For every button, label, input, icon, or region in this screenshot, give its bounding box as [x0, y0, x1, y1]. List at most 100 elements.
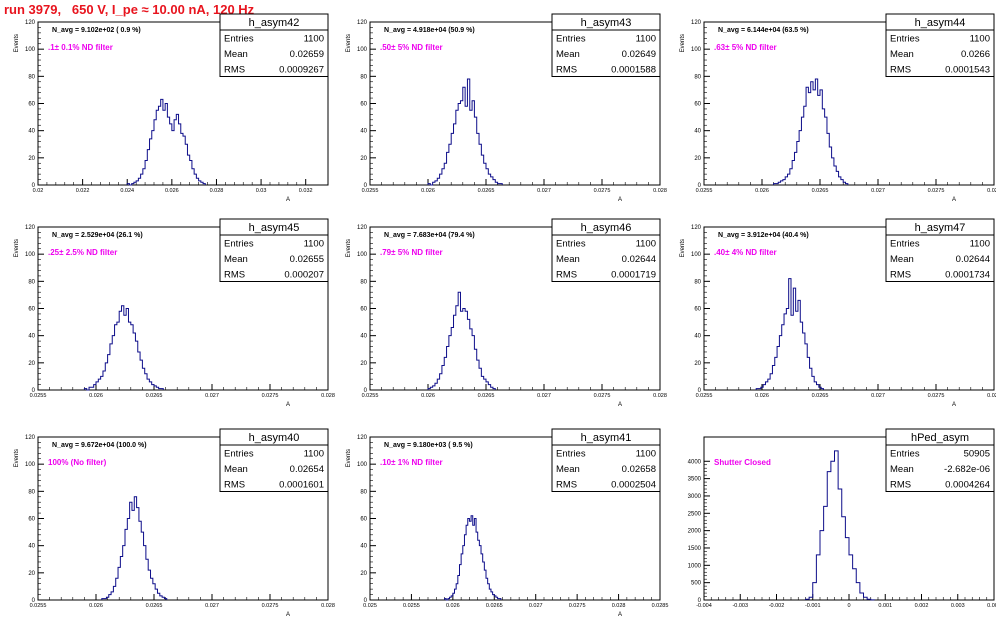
y-tick-label: 80: [28, 74, 35, 80]
y-tick-label: 0: [698, 388, 702, 394]
histogram-bin: [784, 314, 786, 390]
y-tick-label: 100: [25, 252, 36, 258]
histogram-bin: [470, 110, 472, 185]
n-avg-label: N_avg = 9.672e+04 (100.0 %): [52, 442, 147, 449]
stats-key: RMS: [556, 270, 577, 281]
x-tick-label: 0.032: [299, 188, 313, 194]
y-tick-label: 20: [360, 361, 367, 367]
stats-value: 0.02654: [290, 464, 324, 475]
n-avg-label: N_avg = 9.180e+03 ( 9.5 %): [384, 442, 473, 449]
y-tick-label: 120: [357, 20, 368, 26]
panel-hPed_asym: 0 500 1000 1500 2000 2500 3000 3500 4000 -0.004 -0…: [688, 428, 996, 609]
stats-value: 0.0001601: [279, 480, 324, 491]
histogram-bin: [791, 315, 793, 390]
histogram-bin: [849, 555, 853, 600]
stats-body-box: [885, 29, 995, 77]
y-tick-label: 3500: [688, 477, 702, 483]
y-tick-label: 0: [32, 183, 36, 189]
y-tick-label: 40: [360, 544, 367, 550]
x-tick-label: 0.02: [33, 188, 44, 194]
y-tick-label: 100: [25, 47, 36, 53]
stats-body-box: [885, 234, 995, 282]
stats-key: Entries: [556, 239, 586, 250]
histogram-bin: [117, 322, 119, 390]
histogram-bin: [139, 521, 141, 600]
histogram-outline: [773, 78, 849, 185]
histogram-bin: [842, 517, 846, 600]
stats-key: Mean: [224, 254, 248, 265]
filter-annotation: .79± 5% ND filter: [380, 248, 443, 257]
x-tick-label: 0.0275: [569, 603, 586, 609]
histogram-bin: [158, 106, 160, 185]
y-tick-label: 100: [25, 462, 36, 468]
stats-box: h_asym45 Entries 1100 Mean 0.02655 RMS 0.00020…: [219, 218, 329, 282]
n-avg-label: N_avg = 4.918e+04 (50.9 %): [384, 27, 475, 34]
panel-h_asym40: 0 20 40 60 80 100 120 0.0255 0.026 0.0265 0.027 0.0…: [14, 428, 335, 618]
y-tick-label: 20: [28, 156, 35, 162]
stats-key: RMS: [224, 270, 245, 281]
y-tick-label: 40: [28, 129, 35, 135]
histogram-bin: [813, 90, 815, 185]
panel-h_asym42: 0 20 40 60 80 100 120 0.02 0.022 0.024 0.026 0.028 0…: [14, 13, 329, 203]
stats-value: 1100: [970, 34, 990, 45]
histogram-bin: [170, 124, 172, 185]
stats-body-box: [551, 29, 661, 77]
y-tick-label: 80: [360, 489, 367, 495]
y-tick-label: 3000: [688, 494, 702, 500]
stats-key: Entries: [890, 34, 920, 45]
x-axis-title: A: [286, 612, 290, 618]
histogram-bin: [127, 519, 129, 601]
y-tick-label: 60: [28, 307, 35, 313]
y-tick-label: 0: [364, 388, 368, 394]
y-tick-label: 0: [364, 598, 368, 604]
histogram-bin: [856, 583, 860, 600]
y-axis-title: Events: [680, 34, 686, 52]
histogram-bin: [478, 540, 480, 600]
n-avg-label: N_avg = 7.683e+04 (79.4 %): [384, 232, 475, 239]
stats-key: RMS: [890, 270, 911, 281]
histogram-bin: [811, 82, 813, 185]
stats-key: Mean: [556, 49, 580, 60]
histogram-outline: [427, 78, 503, 186]
stats-value: 0.0266: [961, 49, 990, 60]
filter-annotation: .40± 4% ND filter: [714, 248, 777, 257]
y-tick-label: 60: [360, 517, 367, 523]
x-tick-label: 0.028: [987, 393, 996, 399]
x-tick-label: 0.027: [871, 393, 885, 399]
histogram-bin: [451, 328, 453, 390]
stats-key: Mean: [890, 254, 914, 265]
y-tick-label: 100: [691, 47, 702, 53]
histogram-bin: [122, 306, 124, 390]
stats-key: Mean: [224, 464, 248, 475]
y-tick-label: 20: [28, 361, 35, 367]
histogram-bin: [176, 114, 178, 185]
x-tick-label: 0.004: [987, 603, 996, 609]
y-tick-label: 2500: [688, 511, 702, 517]
histogram-bin: [463, 309, 465, 391]
histogram-bin: [470, 329, 472, 390]
y-tick-label: 100: [691, 252, 702, 258]
histogram-name: h_asym46: [581, 222, 632, 234]
x-tick-label: 0.0255: [362, 188, 379, 194]
y-tick-label: 60: [28, 517, 35, 523]
histogram-bin: [172, 131, 174, 185]
histogram-bin: [128, 322, 130, 390]
y-tick-label: 20: [694, 361, 701, 367]
filter-annotation: .1± 0.1% ND filter: [48, 43, 113, 52]
histogram-bin: [476, 532, 478, 600]
stats-key: Entries: [224, 34, 254, 45]
stats-value: 0.0009267: [279, 65, 324, 76]
stats-value: 0.02658: [622, 464, 656, 475]
histogram-name: h_asym42: [249, 17, 300, 29]
panel-h_asym46: 0 20 40 60 80 100 120 0.0255 0.026 0.0265 0.027 0.0…: [346, 218, 667, 408]
histogram-bin: [818, 95, 820, 185]
stats-value: 0.0004264: [945, 480, 990, 491]
stats-body-box: [551, 444, 661, 492]
y-tick-label: 2000: [688, 529, 702, 535]
histogram-outline: [444, 515, 502, 601]
y-tick-label: 80: [694, 74, 701, 80]
stats-key: RMS: [224, 480, 245, 491]
y-tick-label: 1000: [688, 563, 702, 569]
y-tick-label: 80: [28, 279, 35, 285]
histogram-outline: [126, 98, 206, 186]
